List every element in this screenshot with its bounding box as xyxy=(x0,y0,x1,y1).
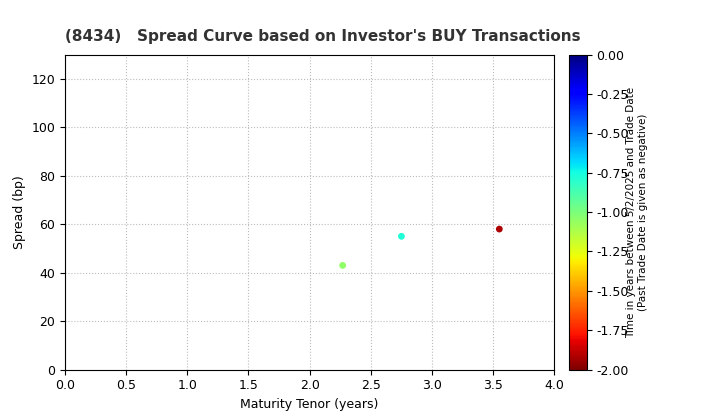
Text: (8434)   Spread Curve based on Investor's BUY Transactions: (8434) Spread Curve based on Investor's … xyxy=(65,29,580,44)
Point xyxy=(396,233,408,240)
Point xyxy=(337,262,348,269)
X-axis label: Maturity Tenor (years): Maturity Tenor (years) xyxy=(240,398,379,411)
Y-axis label: Time in years between 5/2/2025 and Trade Date
(Past Trade Date is given as negat: Time in years between 5/2/2025 and Trade… xyxy=(626,87,648,338)
Point xyxy=(493,226,505,232)
Y-axis label: Spread (bp): Spread (bp) xyxy=(13,175,26,249)
